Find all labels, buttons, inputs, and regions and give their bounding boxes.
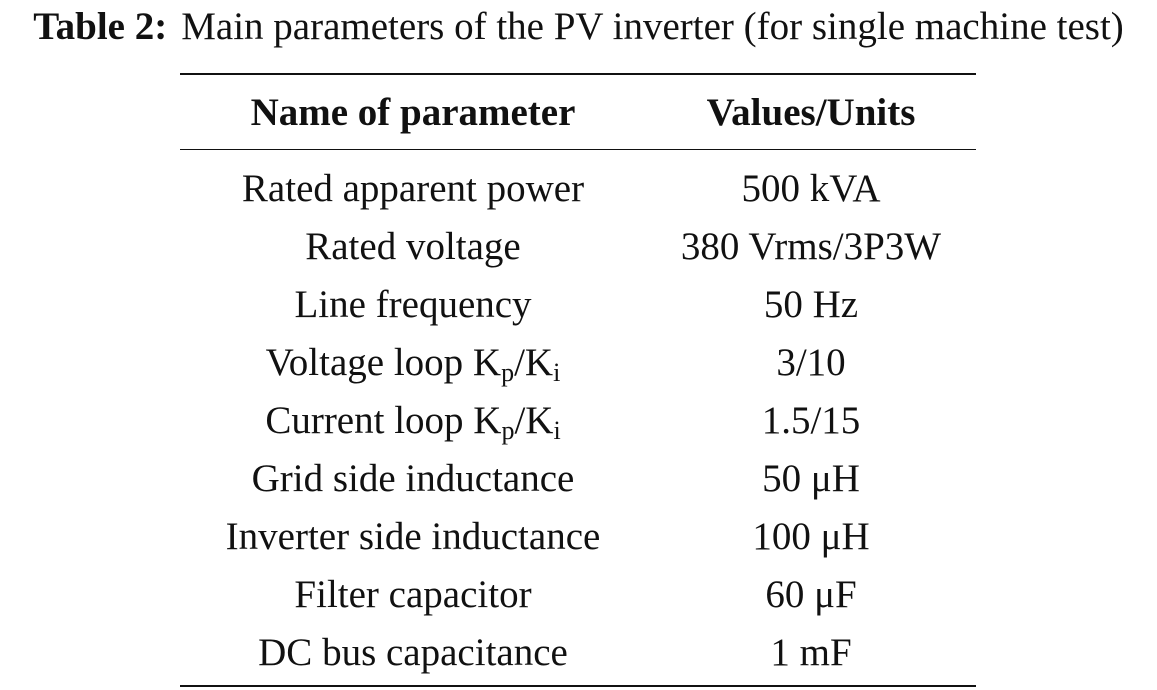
parameter-name: Current loop Kp/Ki: [265, 398, 561, 445]
parameter-name: Rated voltage: [305, 224, 521, 268]
table-row: DC bus capacitance 1 mF: [180, 623, 976, 685]
table-bottom-rule: [180, 685, 976, 687]
table-row: Grid side inductance 50 μH: [180, 449, 976, 507]
parameter-name: Line frequency: [294, 282, 532, 326]
table-header-row: Name of parameter Values/Units: [180, 75, 976, 149]
parameter-value: 50 μH: [762, 456, 860, 500]
table-row: Voltage loop Kp/Ki 3/10: [180, 333, 976, 391]
table-row: Filter capacitor 60 μF: [180, 565, 976, 623]
header-values-units: Values/Units: [706, 90, 916, 134]
table-row: Rated apparent power 500 kVA: [180, 150, 976, 217]
parameter-value: 1 mF: [770, 630, 852, 674]
table-header-rule: [180, 149, 976, 150]
caption-text: Main parameters of the PV inverter (for …: [181, 5, 1124, 48]
table-row: Inverter side inductance 100 μH: [180, 507, 976, 565]
table-row: Line frequency 50 Hz: [180, 275, 976, 333]
parameter-value: 100 μH: [752, 514, 870, 558]
caption-label: Table 2:: [33, 5, 168, 48]
parameter-value: 3/10: [776, 340, 846, 384]
header-name-of-parameter: Name of parameter: [250, 90, 576, 134]
table-top-rule: [180, 73, 976, 75]
parameters-table: Name of parameter Values/Units: [180, 75, 976, 149]
parameters-table-container: Name of parameter Values/Units Rated app…: [180, 73, 976, 687]
parameter-name: Filter capacitor: [294, 572, 532, 616]
table-row: Current loop Kp/Ki 1.5/15: [180, 391, 976, 449]
parameters-table-body: Rated apparent power 500 kVA Rated volta…: [180, 150, 976, 685]
parameter-value: 380 Vrms/3P3W: [680, 224, 942, 268]
parameter-value: 500 kVA: [741, 166, 881, 210]
parameter-value: 50 Hz: [763, 282, 859, 326]
table-row: Rated voltage 380 Vrms/3P3W: [180, 217, 976, 275]
parameter-name: Grid side inductance: [251, 456, 575, 500]
parameter-name: Rated apparent power: [241, 166, 585, 210]
parameter-name: Inverter side inductance: [225, 514, 601, 558]
table-caption: Table 2: Main parameters of the PV invert…: [0, 4, 1157, 50]
parameter-name: DC bus capacitance: [258, 630, 568, 674]
parameter-value: 60 μF: [765, 572, 857, 616]
parameter-name: Voltage loop Kp/Ki: [265, 340, 561, 387]
parameter-value: 1.5/15: [761, 398, 861, 442]
